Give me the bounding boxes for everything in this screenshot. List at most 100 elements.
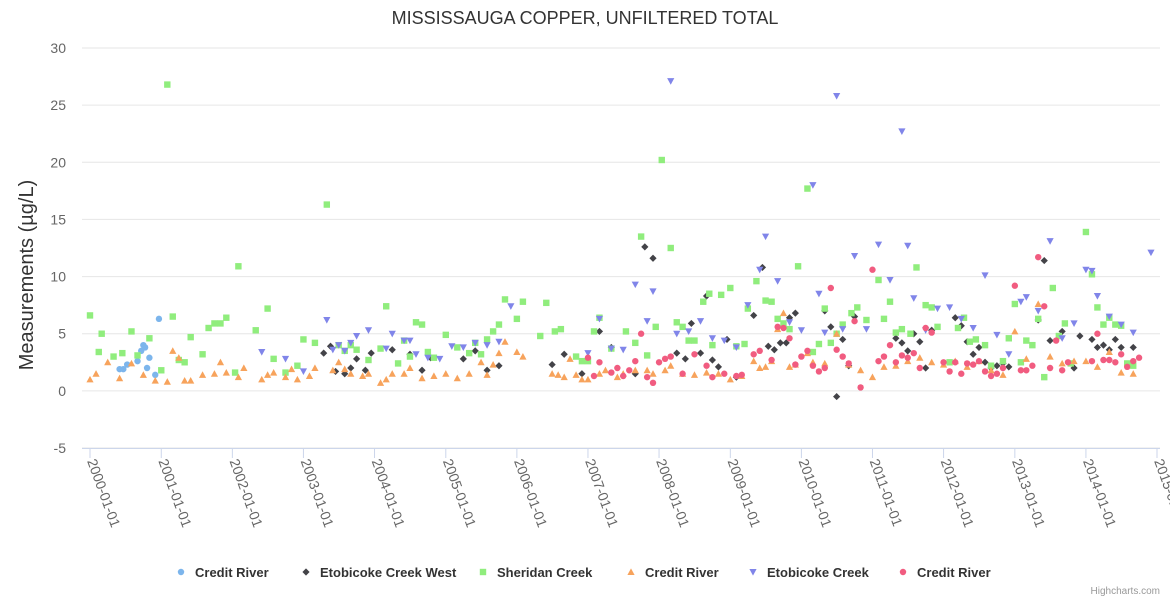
legend-label[interactable]: Credit River	[917, 565, 991, 580]
data-point	[95, 348, 102, 356]
legend-item[interactable]: Sheridan Creek	[479, 565, 593, 580]
credits-link[interactable]: Highcharts.com	[1091, 586, 1160, 597]
data-point	[158, 367, 165, 374]
data-point	[361, 366, 369, 374]
data-point	[827, 339, 835, 347]
data-point	[120, 365, 127, 373]
data-point	[240, 364, 248, 371]
data-point	[1055, 332, 1063, 340]
legend-item[interactable]: Credit River	[899, 565, 991, 580]
data-point	[127, 359, 136, 367]
data-point	[898, 325, 906, 333]
legend-label[interactable]: Sheridan Creek	[497, 565, 593, 580]
data-point	[477, 351, 485, 358]
data-point	[913, 264, 920, 271]
data-point	[632, 339, 639, 347]
data-point	[1046, 336, 1054, 345]
legend-marker	[899, 568, 907, 576]
data-point	[217, 320, 224, 327]
data-point	[1088, 267, 1096, 275]
data-point	[649, 254, 657, 262]
data-point	[643, 373, 651, 381]
data-point	[709, 373, 716, 381]
data-point	[418, 321, 426, 328]
data-point	[999, 364, 1007, 372]
data-point	[483, 336, 491, 343]
legend-item[interactable]: Credit River	[627, 565, 719, 580]
data-point	[972, 336, 980, 343]
data-point	[376, 379, 385, 386]
data-point	[880, 315, 888, 323]
data-point	[987, 366, 995, 374]
data-point	[969, 361, 977, 368]
data-point	[1011, 300, 1019, 308]
data-point	[892, 359, 900, 366]
data-point	[329, 346, 337, 354]
data-point	[323, 201, 331, 208]
data-point	[1022, 294, 1030, 301]
data-point	[519, 298, 527, 305]
data-point	[1106, 356, 1113, 364]
data-point	[744, 302, 752, 309]
legend-item[interactable]: Credit River	[177, 565, 269, 580]
data-point	[709, 341, 716, 349]
data-point	[774, 278, 782, 285]
data-point	[572, 371, 580, 378]
data-point	[993, 331, 1001, 339]
data-point	[353, 346, 360, 353]
data-point	[590, 372, 598, 380]
legend-label[interactable]: Etobicoke Creek	[767, 565, 870, 580]
data-point	[448, 343, 456, 350]
data-point	[152, 371, 159, 379]
legend-label[interactable]: Etobicoke Creek West	[320, 565, 457, 580]
data-point	[400, 337, 408, 345]
data-point	[821, 329, 829, 337]
data-point	[164, 81, 171, 88]
data-point	[945, 304, 954, 312]
data-point	[963, 360, 971, 367]
legend[interactable]: Credit River Etobicoke Creek West Sheridan…	[177, 565, 991, 580]
data-point	[632, 357, 639, 365]
data-point	[667, 353, 674, 360]
data-point	[673, 330, 681, 338]
legend-item[interactable]: Etobicoke Creek West	[302, 565, 457, 580]
data-point	[815, 368, 823, 375]
data-point	[459, 355, 467, 363]
series-1	[320, 243, 1137, 401]
data-point	[821, 305, 828, 312]
data-point	[833, 330, 841, 337]
legend-item[interactable]: Etobicoke Creek	[749, 565, 870, 580]
data-point	[922, 364, 930, 372]
data-point	[347, 370, 355, 377]
legend-label[interactable]: Credit River	[645, 565, 719, 580]
data-point	[294, 362, 301, 369]
legend-marker	[177, 568, 185, 576]
data-point	[1093, 293, 1102, 300]
data-point	[928, 329, 935, 336]
data-point	[898, 352, 906, 359]
data-point	[388, 330, 396, 338]
data-point	[839, 321, 846, 328]
data-point	[631, 281, 639, 289]
data-point	[406, 337, 414, 345]
legend-label[interactable]: Credit River	[195, 565, 269, 580]
data-point	[329, 366, 337, 374]
data-point	[679, 370, 686, 377]
data-point	[776, 339, 784, 347]
data-point	[631, 366, 639, 374]
data-point	[700, 298, 707, 305]
y-tick-label: -5	[54, 440, 67, 456]
data-point	[169, 313, 176, 320]
data-point	[1041, 373, 1048, 381]
data-point	[234, 373, 242, 381]
data-point	[1088, 335, 1096, 344]
data-point	[880, 353, 888, 360]
data-point	[614, 364, 621, 372]
data-point	[198, 371, 207, 378]
data-point	[691, 337, 698, 344]
data-point	[886, 277, 894, 284]
data-point	[848, 309, 855, 317]
data-point	[993, 362, 1001, 370]
data-point	[780, 324, 787, 332]
data-point	[904, 354, 911, 361]
